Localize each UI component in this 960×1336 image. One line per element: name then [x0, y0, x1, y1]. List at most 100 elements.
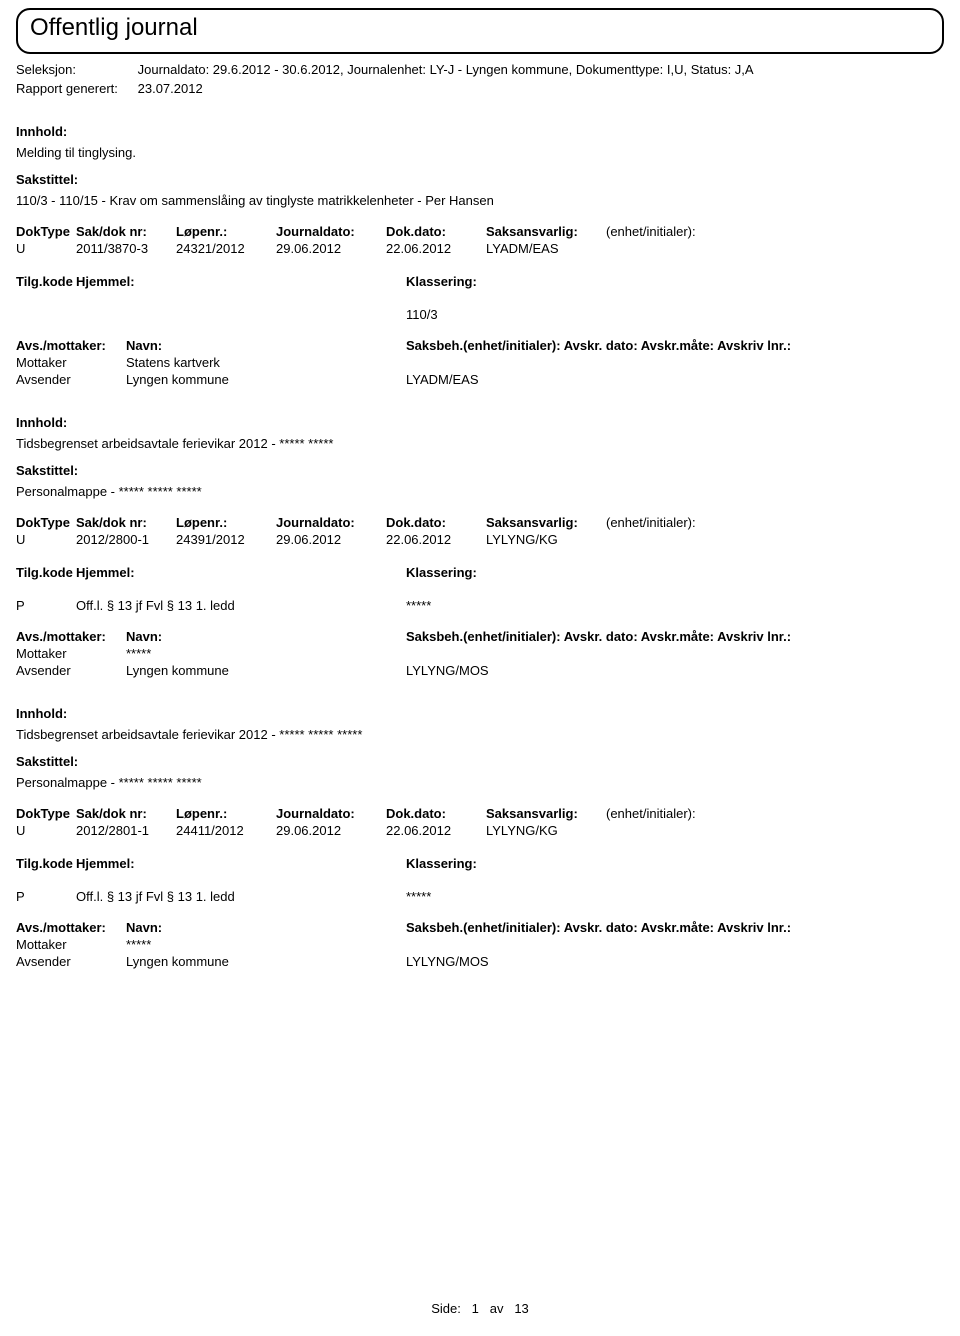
avsender-rest: LYADM/EAS	[406, 372, 944, 387]
avsender-name: Lyngen kommune	[126, 663, 406, 678]
navn-label: Navn:	[126, 338, 406, 353]
saksansvarlig-value: LYADM/EAS	[486, 241, 606, 256]
saksansvarlig-label: Saksansvarlig:	[486, 515, 606, 530]
header-box: Offentlig journal	[16, 8, 944, 54]
hjemmel-label: Hjemmel:	[76, 565, 406, 580]
meta-block: Seleksjon: Journaldato: 29.6.2012 - 30.6…	[16, 62, 944, 96]
tilgkode-label: Tilg.kode	[16, 565, 76, 580]
mottaker-name: *****	[126, 646, 406, 661]
avs-mottaker-label: Avs./mottaker:	[16, 338, 126, 353]
meta-rapport: Rapport generert: 23.07.2012	[16, 81, 944, 96]
rapport-label: Rapport generert:	[16, 81, 134, 96]
innhold-value: Melding til tinglysing.	[16, 145, 944, 160]
mottaker-label: Mottaker	[16, 355, 126, 370]
journaldato-value: 29.06.2012	[276, 241, 386, 256]
doktype-value: U	[16, 241, 76, 256]
seleksjon-label: Seleksjon:	[16, 62, 134, 77]
navn-label: Navn:	[126, 920, 406, 935]
tilg-value-row: 110/3	[16, 307, 944, 322]
doc-value-row: U 2012/2801-1 24411/2012 29.06.2012 22.0…	[16, 823, 944, 838]
lopenr-value: 24391/2012	[176, 532, 276, 547]
saksansvarlig-label: Saksansvarlig:	[486, 806, 606, 821]
party-header: Avs./mottaker: Navn: Saksbeh.(enhet/init…	[16, 338, 944, 353]
sakdok-value: 2012/2801-1	[76, 823, 176, 838]
avsender-label: Avsender	[16, 372, 126, 387]
saksbeh-label: Saksbeh.(enhet/initialer): Avskr. dato: …	[406, 338, 944, 353]
lopenr-label: Løpenr.:	[176, 224, 276, 239]
navn-label: Navn:	[126, 629, 406, 644]
saksansvarlig-value: LYLYNG/KG	[486, 823, 606, 838]
tilgkode-value: P	[16, 889, 76, 904]
saksbeh-label: Saksbeh.(enhet/initialer): Avskr. dato: …	[406, 920, 944, 935]
mottaker-label: Mottaker	[16, 937, 126, 952]
journal-entry: Innhold: Melding til tinglysing. Sakstit…	[16, 124, 944, 387]
sakdok-value: 2011/3870-3	[76, 241, 176, 256]
dokdato-value: 22.06.2012	[386, 532, 486, 547]
innhold-value: Tidsbegrenset arbeidsavtale ferievikar 2…	[16, 727, 944, 742]
enhet-value	[606, 532, 746, 547]
meta-seleksjon: Seleksjon: Journaldato: 29.6.2012 - 30.6…	[16, 62, 944, 77]
mottaker-name: Statens kartverk	[126, 355, 406, 370]
sakstittel-label: Sakstittel:	[16, 172, 944, 187]
dokdato-value: 22.06.2012	[386, 823, 486, 838]
doc-value-row: U 2012/2800-1 24391/2012 29.06.2012 22.0…	[16, 532, 944, 547]
innhold-label: Innhold:	[16, 124, 944, 139]
klassering-value: *****	[406, 598, 606, 613]
avsender-label: Avsender	[16, 663, 126, 678]
sakstittel-label: Sakstittel:	[16, 463, 944, 478]
mottaker-rest	[406, 937, 944, 952]
journaldato-label: Journaldato:	[276, 806, 386, 821]
mottaker-row: Mottaker *****	[16, 646, 944, 661]
sakstittel-value: Personalmappe - ***** ***** *****	[16, 484, 944, 499]
doc-header-row: DokType Sak/dok nr: Løpenr.: Journaldato…	[16, 806, 944, 821]
lopenr-label: Løpenr.:	[176, 515, 276, 530]
sakstittel-value: Personalmappe - ***** ***** *****	[16, 775, 944, 790]
dokdato-value: 22.06.2012	[386, 241, 486, 256]
tilgkode-value	[16, 307, 76, 322]
tilg-header-row: Tilg.kode Hjemmel: Klassering:	[16, 274, 944, 289]
mottaker-name: *****	[126, 937, 406, 952]
sakdok-label: Sak/dok nr:	[76, 224, 176, 239]
avsender-name: Lyngen kommune	[126, 372, 406, 387]
sakdok-label: Sak/dok nr:	[76, 806, 176, 821]
party-header: Avs./mottaker: Navn: Saksbeh.(enhet/init…	[16, 629, 944, 644]
doktype-label: DokType	[16, 806, 76, 821]
party-block: Avs./mottaker: Navn: Saksbeh.(enhet/init…	[16, 338, 944, 387]
saksansvarlig-label: Saksansvarlig:	[486, 224, 606, 239]
mottaker-row: Mottaker *****	[16, 937, 944, 952]
lopenr-value: 24321/2012	[176, 241, 276, 256]
mottaker-rest	[406, 646, 944, 661]
tilg-value-row: P Off.l. § 13 jf Fvl § 13 1. ledd *****	[16, 598, 944, 613]
avsender-row: Avsender Lyngen kommune LYLYNG/MOS	[16, 663, 944, 678]
avsender-rest: LYLYNG/MOS	[406, 954, 944, 969]
sakdok-value: 2012/2800-1	[76, 532, 176, 547]
tilgkode-label: Tilg.kode	[16, 274, 76, 289]
klassering-label: Klassering:	[406, 274, 606, 289]
innhold-value: Tidsbegrenset arbeidsavtale ferievikar 2…	[16, 436, 944, 451]
party-header: Avs./mottaker: Navn: Saksbeh.(enhet/init…	[16, 920, 944, 935]
tilgkode-label: Tilg.kode	[16, 856, 76, 871]
hjemmel-value	[76, 307, 406, 322]
journal-entry: Innhold: Tidsbegrenset arbeidsavtale fer…	[16, 415, 944, 678]
tilg-value-row: P Off.l. § 13 jf Fvl § 13 1. ledd *****	[16, 889, 944, 904]
doktype-label: DokType	[16, 224, 76, 239]
journaldato-value: 29.06.2012	[276, 532, 386, 547]
page-total: 13	[514, 1301, 528, 1316]
sakstittel-value: 110/3 - 110/15 - Krav om sammenslåing av…	[16, 193, 944, 208]
avsender-label: Avsender	[16, 954, 126, 969]
avs-mottaker-label: Avs./mottaker:	[16, 629, 126, 644]
journaldato-value: 29.06.2012	[276, 823, 386, 838]
hjemmel-label: Hjemmel:	[76, 856, 406, 871]
doktype-value: U	[16, 532, 76, 547]
sakdok-label: Sak/dok nr:	[76, 515, 176, 530]
klassering-label: Klassering:	[406, 565, 606, 580]
avsender-row: Avsender Lyngen kommune LYADM/EAS	[16, 372, 944, 387]
hjemmel-label: Hjemmel:	[76, 274, 406, 289]
klassering-value: *****	[406, 889, 606, 904]
enhet-label: (enhet/initialer):	[606, 224, 746, 239]
avs-mottaker-label: Avs./mottaker:	[16, 920, 126, 935]
avsender-rest: LYLYNG/MOS	[406, 663, 944, 678]
journal-entry: Innhold: Tidsbegrenset arbeidsavtale fer…	[16, 706, 944, 969]
tilgkode-value: P	[16, 598, 76, 613]
doc-header-row: DokType Sak/dok nr: Løpenr.: Journaldato…	[16, 515, 944, 530]
